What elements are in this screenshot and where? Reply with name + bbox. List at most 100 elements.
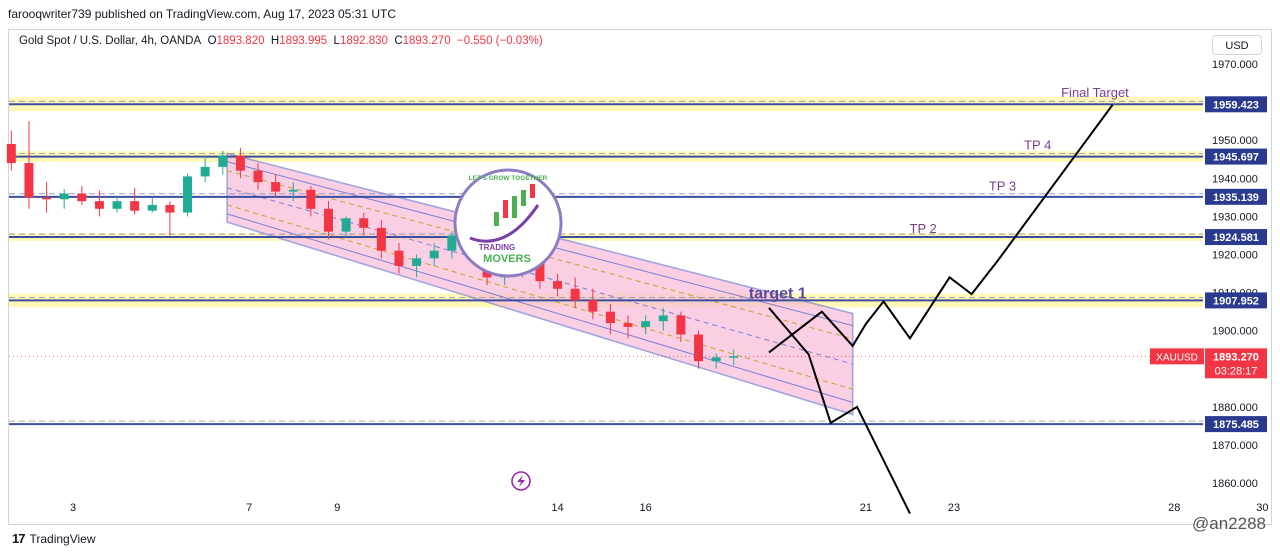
candle-24[interactable]: [394, 250, 404, 266]
level-tag-label-3: 1924.581: [1213, 232, 1259, 244]
candle-27[interactable]: [447, 235, 457, 251]
level-tag-2: [1205, 188, 1267, 205]
trading-movers-logo: LET'S GROW TOGETHER TRADING MOVERS: [453, 168, 563, 278]
y-tick-4: 1930.000: [1212, 211, 1258, 223]
annotation-tp-3: TP 3: [989, 178, 1016, 193]
level-tag-label-2: 1935.139: [1213, 192, 1259, 204]
x-tick-7: 28: [1168, 502, 1180, 514]
candle-3[interactable]: [24, 163, 34, 198]
footer-brand: TradingView: [29, 531, 96, 546]
annotation-target-1: target 1: [749, 285, 807, 302]
y-tick-7: 1900.000: [1212, 326, 1258, 338]
candle-4[interactable]: [42, 197, 52, 200]
bearish-projection-path[interactable]: [768, 307, 911, 515]
watermark: @an2288: [1192, 514, 1266, 533]
candle-8[interactable]: [112, 201, 122, 209]
candle-12[interactable]: [183, 176, 193, 213]
x-tick-3: 14: [551, 502, 563, 514]
x-tick-2: 9: [334, 502, 340, 514]
open-value: 1893.820: [216, 35, 265, 47]
annotation-tp-2: TP 2: [910, 221, 937, 236]
symbol-tag-label: XAUUSD: [1156, 352, 1198, 363]
high-label: H: [270, 35, 280, 47]
candle-35[interactable]: [588, 300, 598, 312]
low-label: L: [333, 35, 340, 47]
symbol-tag: [1150, 348, 1204, 365]
candle-13[interactable]: [200, 166, 210, 177]
countdown-label: 03:28:17: [1215, 365, 1258, 377]
candle-38[interactable]: [641, 321, 651, 327]
candle-25[interactable]: [412, 258, 422, 266]
logo-tagline: LET'S GROW TOGETHER: [469, 175, 548, 182]
candle-21[interactable]: [341, 218, 351, 232]
level-tag-0: [1205, 96, 1267, 113]
candle-7[interactable]: [94, 201, 104, 209]
y-tick-5: 1920.000: [1212, 250, 1258, 262]
candle-32[interactable]: [535, 262, 545, 282]
logo-name-2: MOVERS: [483, 253, 531, 265]
x-tick-5: 21: [860, 502, 872, 514]
candle-36[interactable]: [605, 311, 615, 324]
candle-11[interactable]: [165, 204, 175, 213]
candle-39[interactable]: [658, 315, 668, 322]
y-tick-11: 1860.000: [1212, 478, 1258, 490]
level-tag-5: [1205, 416, 1267, 433]
publisher-line: farooqwriter739 published on TradingView…: [8, 7, 397, 21]
logo-name-1: TRADING: [479, 243, 515, 252]
x-tick-0: 3: [70, 502, 76, 514]
candle-26[interactable]: [429, 250, 439, 259]
candle-5[interactable]: [59, 193, 69, 200]
candle-9[interactable]: [130, 201, 140, 211]
high-value: 1893.995: [279, 35, 328, 47]
annotation-final-target: Final Target: [1061, 85, 1129, 100]
candle-20[interactable]: [323, 208, 333, 232]
candle-43[interactable]: [729, 356, 739, 358]
y-tick-10: 1870.000: [1212, 440, 1258, 452]
current-price-tag: [1205, 348, 1267, 379]
tradingview-logo-icon: 17: [12, 531, 26, 546]
y-tick-0: 1970.000: [1212, 59, 1258, 71]
currency-selector[interactable]: USD: [1212, 35, 1262, 55]
level-tag-label-1: 1945.697: [1213, 152, 1259, 164]
candle-15[interactable]: [235, 155, 245, 171]
candle-19[interactable]: [306, 189, 316, 209]
candle-42[interactable]: [711, 357, 721, 362]
lightning-icon[interactable]: [511, 471, 531, 491]
annotation-tp-4: TP 4: [1024, 138, 1051, 153]
candle-2[interactable]: [6, 144, 16, 164]
candle-17[interactable]: [271, 182, 281, 192]
level-tag-label-0: 1959.423: [1213, 99, 1259, 111]
candle-23[interactable]: [376, 227, 386, 251]
bullish-projection-path[interactable]: [768, 104, 1114, 354]
candle-40[interactable]: [676, 315, 686, 335]
candle-10[interactable]: [147, 204, 157, 211]
candle-41[interactable]: [694, 334, 704, 362]
candle-37[interactable]: [623, 323, 633, 327]
y-tick-3: 1940.000: [1212, 173, 1258, 185]
candle-18[interactable]: [288, 189, 298, 192]
open-label: O: [207, 35, 217, 47]
candle-14[interactable]: [218, 155, 228, 167]
symbol-legend: Gold Spot / U.S. Dollar, 4h, OANDA O1893…: [19, 35, 543, 47]
symbol-name: Gold Spot / U.S. Dollar, 4h, OANDA: [19, 35, 202, 47]
close-label: C: [394, 35, 403, 47]
x-tick-1: 7: [246, 502, 252, 514]
candle-22[interactable]: [359, 218, 369, 228]
level-tag-4: [1205, 292, 1267, 309]
current-price-label: 1893.270: [1213, 351, 1259, 363]
candle-16[interactable]: [253, 170, 263, 183]
level-tag-1: [1205, 148, 1267, 165]
channel-inner-1: [227, 213, 853, 403]
candle-34[interactable]: [570, 288, 580, 301]
x-tick-6: 23: [948, 502, 960, 514]
y-tick-2: 1950.000: [1212, 135, 1258, 147]
candle-33[interactable]: [553, 281, 563, 289]
candle-6[interactable]: [77, 193, 87, 202]
low-value: 1892.830: [339, 35, 388, 47]
y-tick-9: 1880.000: [1212, 402, 1258, 414]
level-tag-3: [1205, 229, 1267, 246]
level-tag-label-5: 1875.485: [1213, 419, 1259, 431]
level-tag-label-4: 1907.952: [1213, 295, 1259, 307]
x-tick-8: 30: [1256, 502, 1268, 514]
